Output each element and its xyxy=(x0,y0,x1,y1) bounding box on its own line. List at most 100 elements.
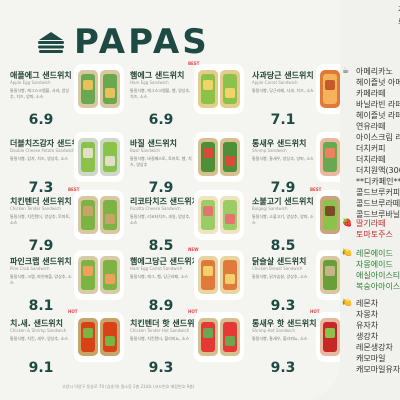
menu-item-card: 바질 샌드위치 Basil Sandwich 통밀식빵, 바질페스토, 토마토,… xyxy=(130,132,244,200)
menu-item-name: 사과당근 샌드위치 xyxy=(252,71,314,80)
menu-badge: BEST xyxy=(310,187,322,192)
menu-badge: HOT xyxy=(68,309,78,314)
menu-item-price: 7.9 xyxy=(28,238,54,254)
menu-item-name: 치.새. 샌드위치 xyxy=(10,319,64,328)
menu-item-description: 통밀식빵, 바질페스토, 토마토, 햄, 치즈, 양상추 xyxy=(130,156,192,167)
menu-item-card: 통새우 핫 샌드위치 Shrimp Hot Sandwich 통밀식빵, 통새우… xyxy=(252,309,340,380)
top-right-text-2: 로 xyxy=(398,16,400,27)
drink-item: 캐모마일유자 xyxy=(356,365,400,374)
menu-item-price: 7.9 xyxy=(270,180,296,196)
drink-item: 생강차 xyxy=(356,332,379,341)
menu-item-name: 통새우 샌드위치 xyxy=(252,139,307,148)
menu-badge: NEW xyxy=(188,247,199,252)
menu-item-card: 치킨텐더 샌드위치 Chicken Tender Sandwich 통밀식빵, … xyxy=(10,187,124,258)
sandwich-photo xyxy=(194,312,244,362)
menu-item-card: 치킨텐더 핫 샌드위치 Chicken Tender Hot Sandwich … xyxy=(130,309,244,380)
logo: PAPAS xyxy=(36,22,210,62)
menu-item-name: 햄에그 샌드위치 xyxy=(130,71,185,80)
menu-item-name: 치킨텐더 핫 샌드위치 xyxy=(130,319,202,328)
menu-item-english-name: Ham Egg Sandwich xyxy=(130,80,169,85)
menu-item-price: 7.1 xyxy=(270,112,296,128)
menu-item-description: 통밀식빵, 치킨, 새우, 양상추, 소스 xyxy=(10,336,69,341)
menu-item-price: 8.5 xyxy=(270,238,296,254)
menu-item-price: 7.3 xyxy=(28,180,54,196)
menu-item-name: 파인크랩 샌드위치 xyxy=(10,257,72,266)
drink-item: 애실아이스티 xyxy=(356,271,400,280)
menu-item-price: 9.3 xyxy=(270,360,296,376)
menu-badge: BEST xyxy=(68,187,80,192)
sandwich-icon xyxy=(38,32,64,53)
strawberry-icon: 🍓 xyxy=(342,218,352,227)
menu-item-card: 햄에그당근 샌드위치 Ham Egg Carrot Sandwich 통밀식빵,… xyxy=(130,247,244,318)
sandwich-photo xyxy=(194,190,244,240)
drink-item: 토마토주스 xyxy=(356,230,393,239)
sandwich-photo xyxy=(316,132,340,182)
drink-item: 헤이즐넛 라떼 xyxy=(356,111,400,120)
drink-item: 더치커피 xyxy=(356,144,386,153)
drink-item: 레몬차 xyxy=(356,299,379,308)
coffee-cup-icon: ☕ xyxy=(342,66,350,75)
menu-item-description: 통밀식빵, 감자, 치즈, 양상추, 소스 xyxy=(10,156,69,161)
sandwich-photo xyxy=(316,250,340,300)
drink-item: 더치라떼 xyxy=(356,155,386,164)
drink-item: 유자차 xyxy=(356,321,379,330)
menu-item-description: 통밀식빵, 치킨텐더, 할라피뇨, 소스 xyxy=(130,336,190,341)
menu-item-english-name: Basil Sandwich xyxy=(130,148,160,153)
menu-item-name: 더블치즈감자 샌드위치 xyxy=(10,139,87,148)
drink-item: 아메리카노 xyxy=(356,67,393,76)
sandwich-photo xyxy=(316,190,340,240)
menu-item-card: 소불고기 샌드위치 Bulgogi Sandwich 통밀식빵, 소불고기, 양… xyxy=(252,187,340,258)
menu-item-price: 9.3 xyxy=(148,360,174,376)
drink-item: 연유라떼 xyxy=(356,122,386,131)
menu-item-english-name: Double Cheese Potato Sandwich xyxy=(10,148,75,153)
menu-item-english-name: Ham Egg Carrot Sandwich xyxy=(130,266,183,271)
menu-item-price: 9.1 xyxy=(28,360,54,376)
drink-item: 더치원액(300 xyxy=(356,166,400,175)
menu-item-english-name: Shrimp Hot Sandwich xyxy=(252,328,296,333)
menu-item-card: 애플에그 샌드위치 Apple Egg Sandwich 통밀식빵, 에그스크램… xyxy=(10,64,124,132)
sandwich-photo xyxy=(194,132,244,182)
menu-item-price: 6.9 xyxy=(148,112,174,128)
menu-item-description: 통밀식빵, 닭가슴살, 양상추, 소스 xyxy=(252,274,308,279)
lemon-icon: 🍋 xyxy=(342,248,352,257)
menu-item-english-name: Chicken Breast Sandwich xyxy=(252,266,303,271)
menu-item-english-name: Chicken Tender Hot Sandwich xyxy=(130,328,190,333)
menu-item-description: 통밀식빵, 소불고기, 양상추, 양파, 소스 xyxy=(252,214,314,225)
drink-item: 자몽차 xyxy=(356,310,379,319)
menu-item-name: 바질 샌드위치 xyxy=(130,139,177,148)
menu-item-card: 닭슬살 샌드위치 Chicken Breast Sandwich 통밀식빵, 닭… xyxy=(252,250,340,318)
menu-item-description: 통밀식빵, 치킨텐더, 양상추, 토마토, 소스 xyxy=(10,214,71,225)
menu-item-card: 더블치즈감자 샌드위치 Double Cheese Potato Sandwic… xyxy=(10,132,124,200)
menu-item-description: 통밀식빵, 에그스크램블, 햄, 양상추, 치즈, 소스 xyxy=(130,88,191,99)
menu-item-name: 리코타치즈 샌드위치 xyxy=(130,197,200,206)
drink-item: 레몬에이드 xyxy=(356,249,393,258)
menu-item-price: 8.1 xyxy=(28,298,54,314)
menu-item-english-name: Shrimp Sandwich xyxy=(252,148,287,153)
drink-item: 딸기라떼 xyxy=(356,219,386,228)
menu-item-description: 통밀식빵, 에그스크램블, 사과, 양상추, 치즈, 양파, 소스 xyxy=(10,88,70,99)
menu-item-price: 9.3 xyxy=(270,298,296,314)
menu-item-price: 7.9 xyxy=(148,180,174,196)
lemon-icon: 🍋 xyxy=(342,298,352,307)
menu-item-name: 소불고기 샌드위치 xyxy=(252,197,314,206)
menu-item-description: 통밀식빵, 에그, 햄, 당근라페, 소스 xyxy=(130,274,189,279)
drink-item: 콜드브루라떼 xyxy=(356,199,400,208)
top-right-text-1: 게 xyxy=(398,4,400,15)
drink-item: 헤이즐넛 아메 xyxy=(356,78,400,87)
menu-item-price: 8.5 xyxy=(148,238,174,254)
menu-item-english-name: Apple Egg Sandwich xyxy=(10,80,51,85)
drink-item: 카페라떼 xyxy=(356,89,386,98)
menu-item-name: 닭슬살 샌드위치 xyxy=(252,257,307,266)
menu-board: PAPAS 애플에그 샌드위치 Apple Egg Sandwich 통밀식빵,… xyxy=(10,22,340,389)
menu-item-card: 햄에그 샌드위치 Ham Egg Sandwich 통밀식빵, 에그스크램블, … xyxy=(130,61,244,132)
menu-item-card: 파인크랩 샌드위치 Pine Crab Sandwich 통밀식빵, 크랩, 파… xyxy=(10,250,124,318)
menu-item-price: 8.9 xyxy=(148,298,174,314)
sandwich-photo xyxy=(74,190,124,240)
menu-item-card: 치.새. 샌드위치 Chicken & Shrimp Sandwich 통밀식빵… xyxy=(10,309,124,380)
menu-item-card: 리코타치즈 샌드위치 Ricotta Cheese Sandwich 통밀식빵,… xyxy=(130,190,244,258)
address-footer: 고양시 덕양구 동송로 70 (삼송역) 필소동 2층 214호 (코드번호 매… xyxy=(62,384,195,389)
sandwich-photo xyxy=(194,250,244,300)
menu-item-card: 통새우 샌드위치 Shrimp Sandwich 통밀식빵, 통새우, 양상추,… xyxy=(252,132,340,200)
drink-item: 캐모마일 xyxy=(356,354,386,363)
